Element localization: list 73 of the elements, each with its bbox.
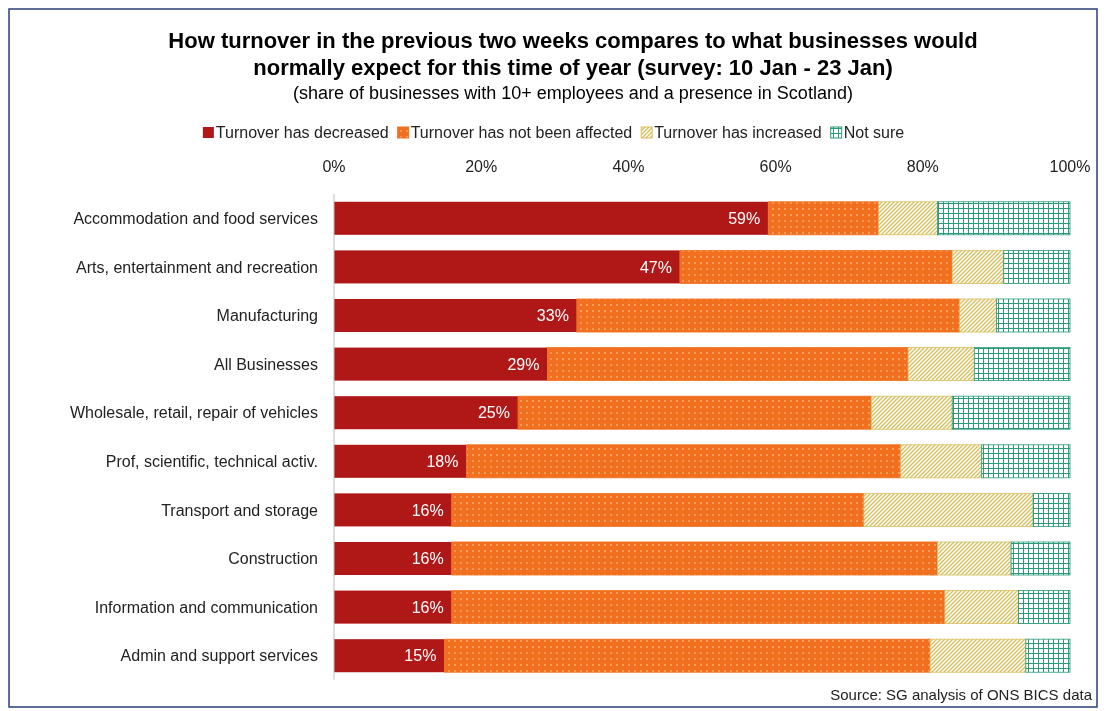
y-tick-label: Information and communication bbox=[94, 598, 318, 616]
data-label: 47% bbox=[639, 258, 672, 276]
data-label: 29% bbox=[507, 355, 540, 373]
legend-label: Turnover has not been affected bbox=[410, 124, 633, 141]
bar bbox=[878, 201, 938, 236]
legend-label: Turnover has increased bbox=[654, 124, 822, 141]
x-tick-label: 60% bbox=[759, 158, 792, 175]
bar bbox=[334, 590, 452, 624]
source-note: Source: SG analysis of ONS BICS data bbox=[830, 686, 1093, 703]
bar bbox=[334, 396, 518, 430]
data-label: 25% bbox=[477, 404, 510, 422]
data-label: 16% bbox=[411, 598, 444, 616]
y-tick-label: Manufacturing bbox=[216, 307, 318, 325]
bar bbox=[451, 541, 938, 576]
x-tick-label: 100% bbox=[1049, 158, 1091, 175]
y-tick-label: Admin and support services bbox=[120, 647, 318, 665]
data-label: 16% bbox=[411, 501, 444, 519]
data-label: 33% bbox=[536, 307, 569, 325]
bar bbox=[959, 298, 997, 333]
bar bbox=[334, 347, 548, 381]
x-tick-label: 40% bbox=[612, 158, 645, 175]
bar bbox=[1032, 492, 1071, 527]
y-tick-label: Arts, entertainment and recreation bbox=[76, 258, 318, 276]
bar bbox=[334, 493, 452, 527]
x-tick-label: 0% bbox=[322, 158, 346, 175]
bar bbox=[937, 541, 1012, 576]
bar bbox=[767, 201, 880, 236]
y-tick-label: All Businesses bbox=[213, 355, 318, 373]
bar bbox=[863, 492, 1034, 527]
bar bbox=[334, 444, 467, 478]
bar bbox=[334, 201, 769, 235]
bar bbox=[907, 347, 975, 382]
bar bbox=[929, 638, 1027, 673]
y-tick-label: Wholesale, retail, repair of vehicles bbox=[69, 404, 318, 422]
data-label: 18% bbox=[426, 452, 459, 470]
x-tick-label: 20% bbox=[465, 158, 498, 175]
bar bbox=[944, 590, 1019, 625]
bar bbox=[981, 444, 1071, 479]
chart-subtitle: (share of businesses with 10+ employees and a presence in Scotland) bbox=[293, 83, 853, 103]
bar bbox=[334, 250, 680, 284]
y-tick-label: Prof, scientific, technical activ. bbox=[105, 452, 318, 470]
bar bbox=[870, 395, 953, 430]
bar bbox=[1025, 638, 1071, 673]
chart-title: How turnover in the previous two weeks compares to what businesses would normally expect for this time of year (survey: 10 Jan - 23 Jan) bbox=[168, 28, 978, 80]
bar bbox=[444, 638, 931, 673]
bar bbox=[1003, 249, 1071, 284]
legend-label: Not sure bbox=[843, 124, 905, 141]
data-label: 16% bbox=[411, 550, 444, 568]
data-label: 59% bbox=[728, 209, 761, 227]
bar bbox=[973, 347, 1071, 382]
bar bbox=[451, 492, 865, 527]
y-tick-label: Construction bbox=[228, 550, 318, 568]
data-label: 15% bbox=[404, 647, 437, 665]
bar bbox=[951, 395, 1071, 430]
bar bbox=[451, 590, 946, 625]
bar bbox=[900, 444, 983, 479]
y-tick-label: Accommodation and food services bbox=[73, 209, 318, 227]
bar bbox=[517, 395, 872, 430]
bar bbox=[1010, 541, 1071, 576]
bar bbox=[996, 298, 1071, 333]
x-tick-label: 80% bbox=[906, 158, 939, 175]
bar bbox=[951, 249, 1005, 284]
bar bbox=[1018, 590, 1071, 625]
bar bbox=[576, 298, 960, 333]
bar bbox=[466, 444, 902, 479]
bar bbox=[679, 249, 953, 284]
bar bbox=[334, 639, 445, 673]
bar bbox=[334, 298, 577, 333]
legend-label: Turnover has decreased bbox=[215, 124, 389, 141]
bar bbox=[334, 541, 452, 576]
bar bbox=[937, 201, 1071, 236]
y-tick-label: Transport and storage bbox=[161, 501, 319, 519]
bar bbox=[547, 347, 909, 382]
